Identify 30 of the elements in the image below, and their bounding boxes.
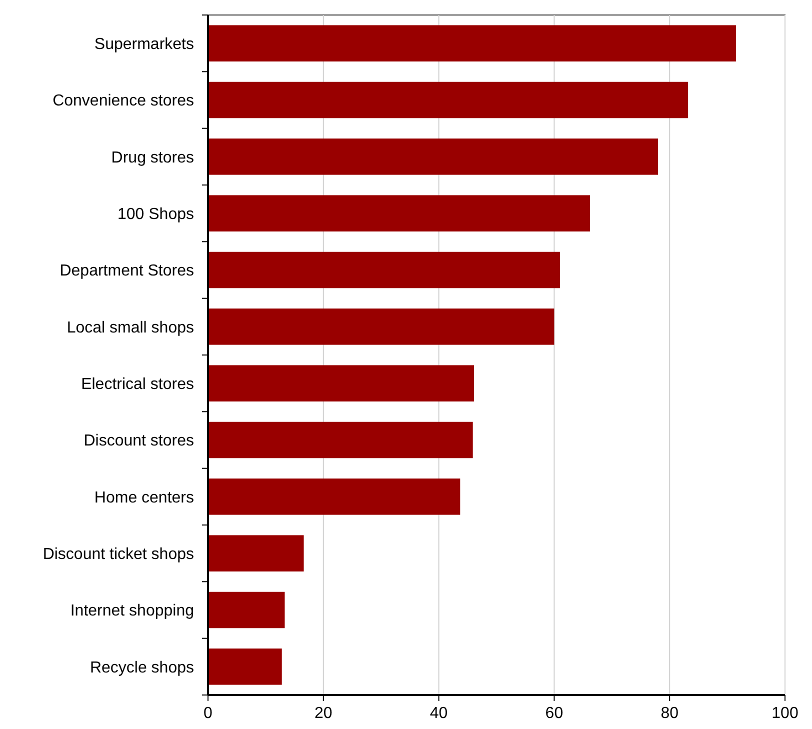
y-tick-label: Drug stores: [111, 149, 194, 166]
y-tick-label: Discount stores: [84, 432, 194, 450]
x-tick-label: 20: [314, 705, 332, 722]
bar: [208, 308, 554, 345]
bar: [208, 365, 474, 402]
x-tick-label: 60: [545, 705, 564, 722]
bar: [208, 252, 560, 288]
bar: [208, 648, 282, 685]
y-tick-label: Local small shops: [66, 319, 194, 336]
x-tick-label: 80: [660, 705, 679, 722]
y-tick-label: Internet shopping: [70, 602, 194, 620]
x-tick-label: 0: [204, 705, 213, 722]
y-tick-label: Supermarkets: [94, 36, 194, 53]
bar: [208, 25, 736, 62]
bar: [208, 82, 688, 118]
y-tick-label: 100 Shops: [117, 206, 194, 223]
bar: [208, 478, 460, 515]
x-tick-label: 100: [772, 705, 798, 722]
y-tick-label: Department Stores: [60, 262, 194, 280]
y-tick-label: Convenience stores: [52, 92, 194, 110]
x-tick-label: 40: [430, 705, 448, 722]
y-tick-label: Home centers: [94, 489, 194, 506]
bar: [208, 195, 590, 232]
bar: [208, 535, 304, 572]
y-tick-label: Discount ticket shops: [42, 546, 194, 563]
bar: [208, 422, 473, 458]
bar: [208, 592, 285, 628]
y-tick-label: Recycle shops: [90, 659, 194, 676]
y-tick-label: Electrical stores: [81, 376, 194, 393]
bar: [208, 138, 658, 175]
